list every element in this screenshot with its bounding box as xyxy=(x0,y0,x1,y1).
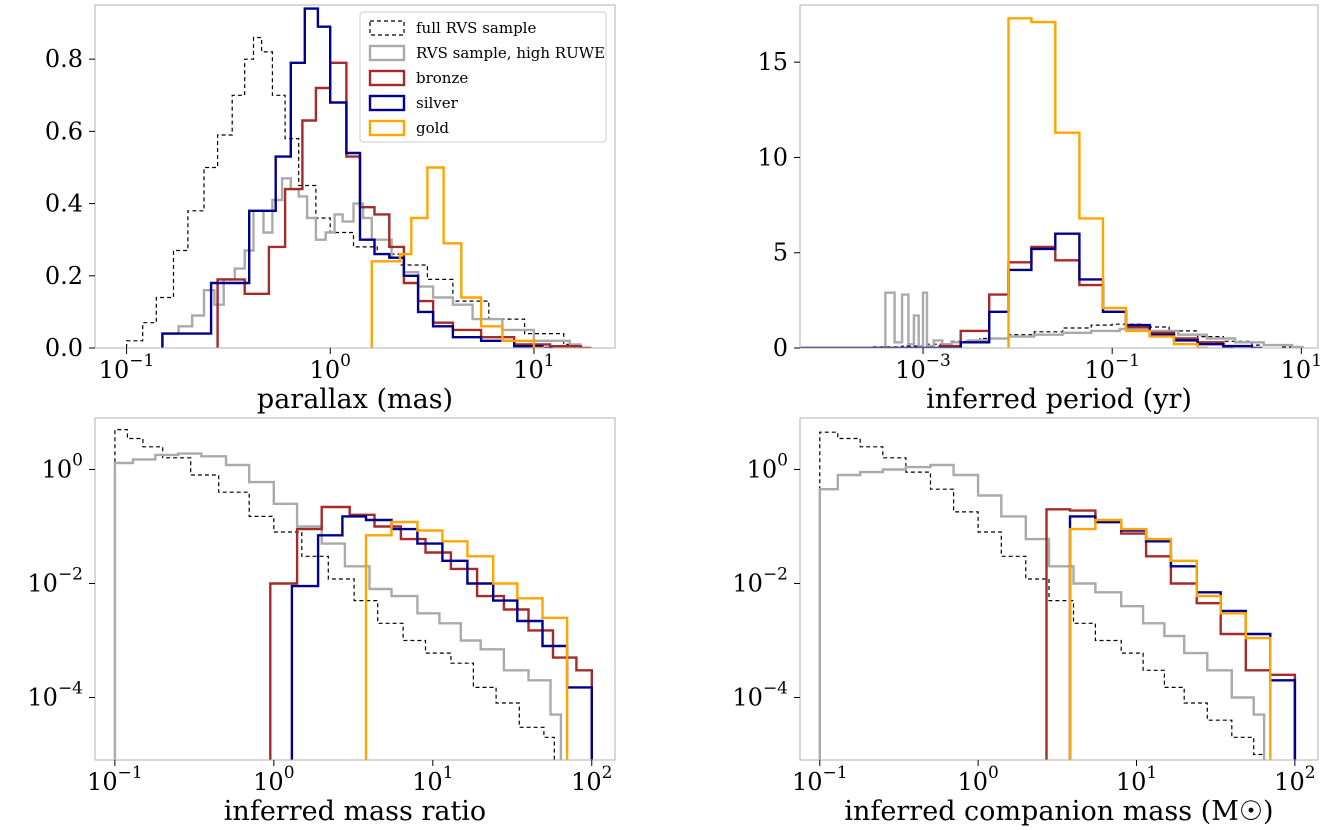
series-high-ruwe xyxy=(113,452,563,760)
y-tick-label: 0.6 xyxy=(45,117,83,145)
panel-2: 10−3 10−1 101 0 5 10 15 inferred period (yr) xyxy=(757,4,1322,415)
x-tick-label: 101 xyxy=(1281,351,1322,384)
legend-swatch-full-rvs xyxy=(369,20,405,36)
y-tick-label: 10−4 xyxy=(27,678,83,711)
series-high-ruwe xyxy=(884,291,1304,348)
y-tick-label: 10 xyxy=(757,143,788,171)
x-tick-label: 102 xyxy=(1274,763,1315,796)
x-axis-label: inferred mass ratio xyxy=(224,796,486,827)
legend-label: gold xyxy=(416,119,449,137)
x-tick-label: 10−1 xyxy=(792,763,848,796)
legend-swatch-silver xyxy=(368,94,406,112)
legend-label: silver xyxy=(416,94,459,112)
legend-label: RVS sample, high RUWE xyxy=(416,44,605,62)
x-tick-label: 10−1 xyxy=(1084,351,1140,384)
x-tick-label: 100 xyxy=(957,763,998,796)
series-gold xyxy=(1007,17,1208,348)
series-group xyxy=(818,431,1297,760)
y-tick-label: 0.0 xyxy=(45,334,83,362)
y-tick-label: 0.2 xyxy=(45,262,83,290)
y-tick-label: 10−4 xyxy=(732,678,788,711)
y-tick-label: 100 xyxy=(747,450,788,483)
legend-swatch-bronze xyxy=(368,69,406,87)
series-high-ruwe xyxy=(161,177,582,348)
series-gold xyxy=(1068,518,1272,760)
x-axis-label: inferred period (yr) xyxy=(926,384,1192,415)
series-silver xyxy=(800,232,1263,348)
series-bronze xyxy=(269,505,593,760)
legend-label: bronze xyxy=(416,69,468,87)
y-tick-label: 5 xyxy=(773,239,788,267)
series-full-rvs xyxy=(114,429,555,760)
x-tick-label: 101 xyxy=(412,763,453,796)
series-silver xyxy=(290,515,593,760)
x-tick-label: 102 xyxy=(571,763,612,796)
y-tick-label: 10−2 xyxy=(27,564,83,597)
y-tick-label: 0 xyxy=(773,334,788,362)
y-tick-label: 0.4 xyxy=(45,190,83,218)
panel-1: 10−1 100 101 0.0 0.2 0.4 0.6 0.8 parallax (mas) f… xyxy=(45,4,616,415)
series-silver xyxy=(161,7,553,348)
series-full-rvs xyxy=(819,431,1265,760)
series-group xyxy=(126,7,592,348)
y-tick-label: 15 xyxy=(757,48,788,76)
x-axis-label: inferred companion mass (M☉) xyxy=(844,796,1273,827)
legend-swatch-high-ruwe xyxy=(368,44,406,62)
x-tick-label: 100 xyxy=(253,763,294,796)
series-high-ruwe xyxy=(818,463,1266,760)
x-tick-label: 101 xyxy=(513,351,554,384)
legend: full RVS sample RVS sample, high RUWE bron… xyxy=(359,11,607,143)
legend-label: full RVS sample xyxy=(416,19,536,37)
panel-3: 10−1 100 101 102 100 10−2 10−4 inferred mass ra… xyxy=(27,417,616,827)
y-tick-label: 10−2 xyxy=(732,564,788,597)
series-bronze xyxy=(1045,508,1297,760)
x-tick-label: 101 xyxy=(1116,763,1157,796)
plot-frame xyxy=(94,4,616,349)
x-tick-label: 10−3 xyxy=(895,351,951,384)
plot-frame xyxy=(799,417,1319,761)
plot-frame xyxy=(799,4,1319,349)
series-group xyxy=(113,429,593,760)
x-tick-label: 10−1 xyxy=(99,351,155,384)
plot-frame xyxy=(94,417,616,761)
y-tick-label: 0.8 xyxy=(45,45,83,73)
panel-4: 10−1 100 101 102 100 10−2 10−4 inferred compani… xyxy=(732,417,1319,827)
series-gold xyxy=(370,166,545,348)
x-tick-label: 10−1 xyxy=(87,763,143,796)
series-full-rvs xyxy=(873,323,1292,348)
y-tick-label: 100 xyxy=(42,450,83,483)
series-gold xyxy=(364,520,569,760)
series-group xyxy=(800,17,1304,348)
x-tick-label: 100 xyxy=(310,351,351,384)
legend-swatch-gold xyxy=(368,119,406,137)
x-axis-label: parallax (mas) xyxy=(257,384,453,415)
